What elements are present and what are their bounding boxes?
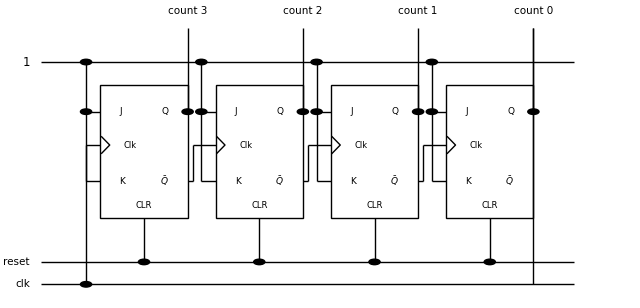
Bar bbox=[446, 85, 533, 218]
Text: CLR: CLR bbox=[481, 201, 498, 209]
Text: J: J bbox=[465, 107, 468, 116]
Text: Clk: Clk bbox=[470, 140, 483, 149]
Circle shape bbox=[138, 259, 150, 265]
Text: K: K bbox=[120, 176, 125, 185]
Text: K: K bbox=[465, 176, 471, 185]
Text: K: K bbox=[235, 176, 241, 185]
Text: count 1: count 1 bbox=[399, 6, 438, 16]
Circle shape bbox=[196, 59, 207, 65]
Circle shape bbox=[81, 109, 92, 115]
Text: J: J bbox=[120, 107, 122, 116]
Bar bbox=[100, 85, 188, 218]
Circle shape bbox=[484, 259, 495, 265]
Text: clk: clk bbox=[15, 279, 30, 289]
Circle shape bbox=[311, 59, 322, 65]
Text: $\bar{Q}$: $\bar{Q}$ bbox=[506, 174, 514, 188]
Text: J: J bbox=[235, 107, 237, 116]
Text: K: K bbox=[350, 176, 356, 185]
Circle shape bbox=[253, 259, 265, 265]
Circle shape bbox=[369, 259, 380, 265]
Text: $\bar{Q}$: $\bar{Q}$ bbox=[275, 174, 284, 188]
Circle shape bbox=[196, 109, 207, 115]
Circle shape bbox=[426, 109, 438, 115]
Text: count 2: count 2 bbox=[283, 6, 323, 16]
Bar bbox=[331, 85, 418, 218]
Circle shape bbox=[413, 109, 424, 115]
Text: $\bar{Q}$: $\bar{Q}$ bbox=[160, 174, 168, 188]
Text: Clk: Clk bbox=[124, 140, 137, 149]
Text: count 0: count 0 bbox=[514, 6, 553, 16]
Text: 1: 1 bbox=[22, 55, 30, 68]
Circle shape bbox=[81, 282, 92, 287]
Circle shape bbox=[81, 59, 92, 65]
Circle shape bbox=[311, 109, 322, 115]
Circle shape bbox=[297, 109, 308, 115]
Circle shape bbox=[528, 109, 539, 115]
Text: Q: Q bbox=[161, 107, 168, 116]
Text: Q: Q bbox=[276, 107, 284, 116]
Text: Q: Q bbox=[392, 107, 399, 116]
Bar bbox=[216, 85, 303, 218]
Text: Q: Q bbox=[508, 107, 514, 116]
Text: CLR: CLR bbox=[251, 201, 268, 209]
Text: CLR: CLR bbox=[366, 201, 383, 209]
Text: count 3: count 3 bbox=[168, 6, 207, 16]
Circle shape bbox=[426, 59, 438, 65]
Text: CLR: CLR bbox=[136, 201, 152, 209]
Text: J: J bbox=[350, 107, 353, 116]
Text: $\bar{Q}$: $\bar{Q}$ bbox=[390, 174, 399, 188]
Text: Clk: Clk bbox=[239, 140, 252, 149]
Text: reset: reset bbox=[3, 257, 30, 267]
Circle shape bbox=[182, 109, 193, 115]
Text: Clk: Clk bbox=[355, 140, 367, 149]
